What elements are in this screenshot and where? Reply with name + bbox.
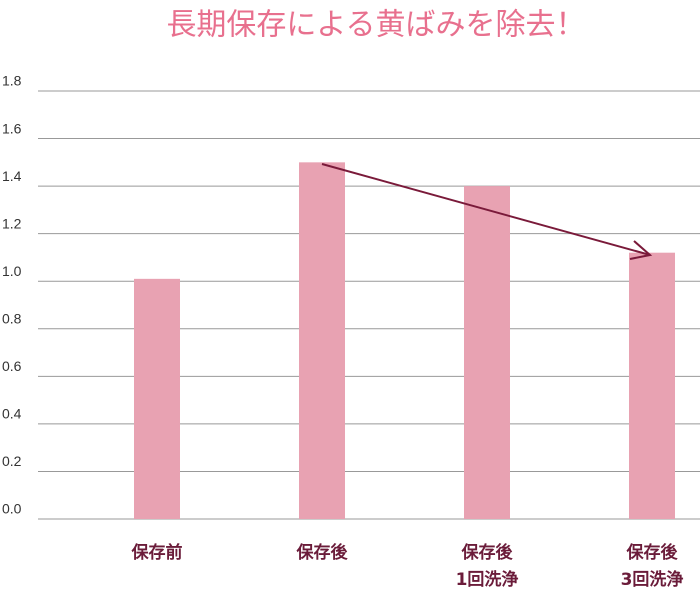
x-tick-label: 保存後	[626, 542, 679, 563]
y-tick-label: 1.8	[2, 73, 22, 89]
y-tick-label: 1.0	[2, 263, 22, 279]
y-tick-label: 0.8	[2, 310, 22, 326]
x-tick-label: 保存後	[296, 542, 349, 563]
y-tick-label: 1.4	[2, 168, 22, 184]
bar	[134, 278, 180, 519]
x-tick-label: 3回洗浄	[621, 569, 684, 590]
x-tick-label: 保存前	[131, 542, 183, 563]
bar	[464, 186, 510, 519]
trend-arrow	[321, 163, 653, 260]
chart-title: 長期保存による黄ばみを除去！	[166, 8, 585, 43]
y-tick-label: 1.6	[2, 120, 22, 136]
y-tick-label: 0.2	[2, 453, 22, 469]
y-tick-label: 0.0	[2, 501, 22, 517]
y-tick-label: 0.4	[2, 406, 22, 422]
x-tick-label: 1回洗浄	[456, 569, 519, 590]
bar	[299, 162, 345, 520]
x-tick-label: 保存後	[461, 542, 514, 563]
bar	[629, 252, 675, 519]
y-tick-label: 0.6	[2, 358, 22, 374]
y-tick-label: 1.2	[2, 215, 22, 231]
